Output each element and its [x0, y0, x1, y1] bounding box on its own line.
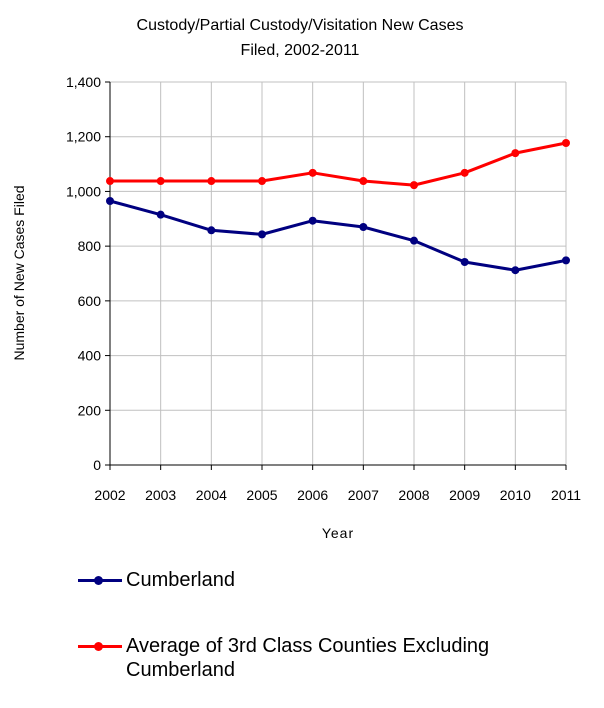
legend-label-cumberland: Cumberland — [126, 569, 235, 591]
point-s0-2 — [207, 226, 216, 235]
x-tick-label-3: 2005 — [246, 487, 277, 503]
point-s0-0 — [106, 197, 114, 206]
x-tick-label-9: 2011 — [551, 487, 581, 503]
legend-swatch-average — [78, 642, 122, 651]
x-tick-label-7: 2009 — [449, 487, 480, 503]
point-s1-5 — [359, 177, 368, 186]
x-tick-label-5: 2007 — [348, 487, 379, 503]
grid — [110, 81, 567, 465]
chart-title-line-2: Filed, 2002-2011 — [241, 42, 360, 59]
y-tick-label-5: 1,000 — [66, 183, 101, 199]
series-line-1 — [110, 141, 567, 187]
point-s0-8 — [511, 266, 520, 275]
series-line-0 — [109, 199, 567, 272]
point-s0-5 — [359, 222, 368, 231]
y-tick-label-7: 1,400 — [66, 74, 101, 90]
legend-swatch-cumberland — [78, 576, 122, 585]
y-tick-label-2: 400 — [78, 348, 102, 364]
series-lines — [106, 139, 570, 275]
legend-item-average: Average of 3rd Class Counties Excluding … — [78, 634, 598, 682]
x-tick-label-1: 2003 — [145, 487, 176, 503]
point-s1-4 — [308, 168, 317, 177]
point-s1-7 — [460, 168, 469, 177]
point-s1-2 — [207, 177, 216, 186]
point-s1-8 — [511, 149, 520, 158]
axes — [105, 81, 567, 470]
point-s0-7 — [460, 258, 469, 267]
point-s1-9 — [562, 139, 570, 148]
x-tick-label-8: 2010 — [500, 487, 531, 503]
point-s0-3 — [258, 230, 266, 239]
x-tick-label-6: 2008 — [398, 487, 429, 503]
legend-item-cumberland: Cumberland — [78, 568, 598, 592]
point-s1-1 — [156, 177, 165, 186]
tick-labels: 0 200 400 600 800 1,000 1,200 1,400 2002 2003 2004… — [66, 74, 581, 503]
y-tick-label-4: 800 — [78, 238, 102, 254]
x-tick-label-4: 2006 — [297, 487, 328, 503]
x-tick-label-0: 2002 — [94, 487, 125, 503]
legend-label-average: Average of 3rd Class Counties Excluding … — [126, 635, 490, 681]
line-chart: Custody/Partial Custody/Visitation New C… — [11, 17, 581, 541]
point-s1-6 — [410, 181, 418, 190]
point-s1-3 — [258, 177, 266, 186]
legend: Cumberland Average of 3rd Class Counties… — [78, 568, 598, 682]
point-s0-6 — [410, 236, 418, 245]
point-s0-1 — [156, 210, 165, 219]
chart-title-line-1: Custody/Partial Custody/Visitation New C… — [137, 17, 464, 34]
y-tick-label-1: 200 — [78, 402, 102, 418]
y-tick-label-3: 600 — [78, 293, 102, 309]
y-tick-label-6: 1,200 — [66, 129, 101, 145]
y-axis-title: Number of New Cases Filed — [11, 185, 27, 360]
x-tick-label-2: 2004 — [196, 487, 227, 503]
point-s0-4 — [308, 216, 317, 225]
y-tick-label-0: 0 — [93, 457, 101, 473]
x-axis-title: Year — [322, 525, 354, 541]
point-s0-9 — [562, 256, 570, 265]
point-s1-0 — [106, 177, 114, 186]
